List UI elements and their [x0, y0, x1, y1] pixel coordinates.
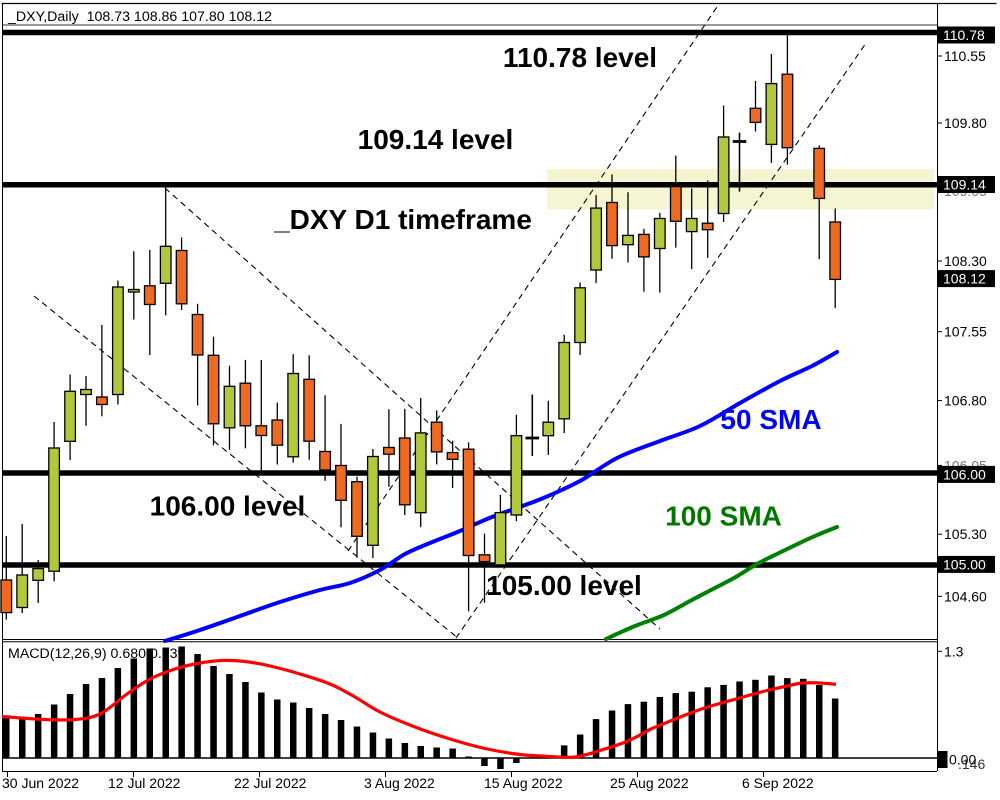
svg-text:108.30: 108.30 [944, 253, 987, 269]
svg-text:100 SMA: 100 SMA [665, 501, 782, 532]
svg-text:.146: .146 [958, 756, 985, 772]
svg-text:109.14 level: 109.14 level [358, 124, 514, 155]
svg-text:MACD(12,26,9) 0.680 0.839: MACD(12,26,9) 0.680 0.839 [8, 646, 186, 662]
svg-text:105.00 level: 105.00 level [486, 570, 642, 601]
svg-text:108.12: 108.12 [943, 271, 986, 287]
svg-text:104.60: 104.60 [944, 588, 987, 604]
svg-text:22 Jul 2022: 22 Jul 2022 [234, 775, 307, 791]
svg-text:15 Aug 2022: 15 Aug 2022 [484, 775, 563, 791]
svg-text:106.00: 106.00 [943, 466, 986, 482]
svg-text:3 Aug 2022: 3 Aug 2022 [364, 775, 435, 791]
svg-text:110.78: 110.78 [943, 27, 985, 43]
svg-text:50 SMA: 50 SMA [720, 404, 821, 435]
svg-text:0.00: 0.00 [949, 752, 976, 768]
svg-text:12 Jul 2022: 12 Jul 2022 [108, 775, 181, 791]
svg-text:_DXY D1 timeframe: _DXY D1 timeframe [273, 204, 532, 235]
svg-text:105.30: 105.30 [944, 526, 987, 542]
svg-text:107.55: 107.55 [944, 324, 987, 340]
svg-text:109.80: 109.80 [944, 115, 987, 131]
svg-text:105.00: 105.00 [943, 556, 986, 572]
svg-text:6 Sep 2022: 6 Sep 2022 [742, 775, 814, 791]
svg-text:_DXY,Daily 108.73 108.86 107.: _DXY,Daily 108.73 108.86 107.80 108.12 [7, 9, 272, 25]
svg-text:25 Aug 2022: 25 Aug 2022 [610, 775, 689, 791]
svg-text:110.55: 110.55 [944, 48, 986, 64]
svg-text:106.80: 106.80 [944, 393, 987, 409]
svg-text:109.14: 109.14 [943, 177, 986, 193]
svg-text:106.00 level: 106.00 level [150, 491, 306, 522]
svg-text:110.78 level: 110.78 level [503, 42, 657, 73]
svg-text:1.3: 1.3 [944, 643, 964, 659]
svg-text:30 Jun 2022: 30 Jun 2022 [2, 775, 79, 791]
